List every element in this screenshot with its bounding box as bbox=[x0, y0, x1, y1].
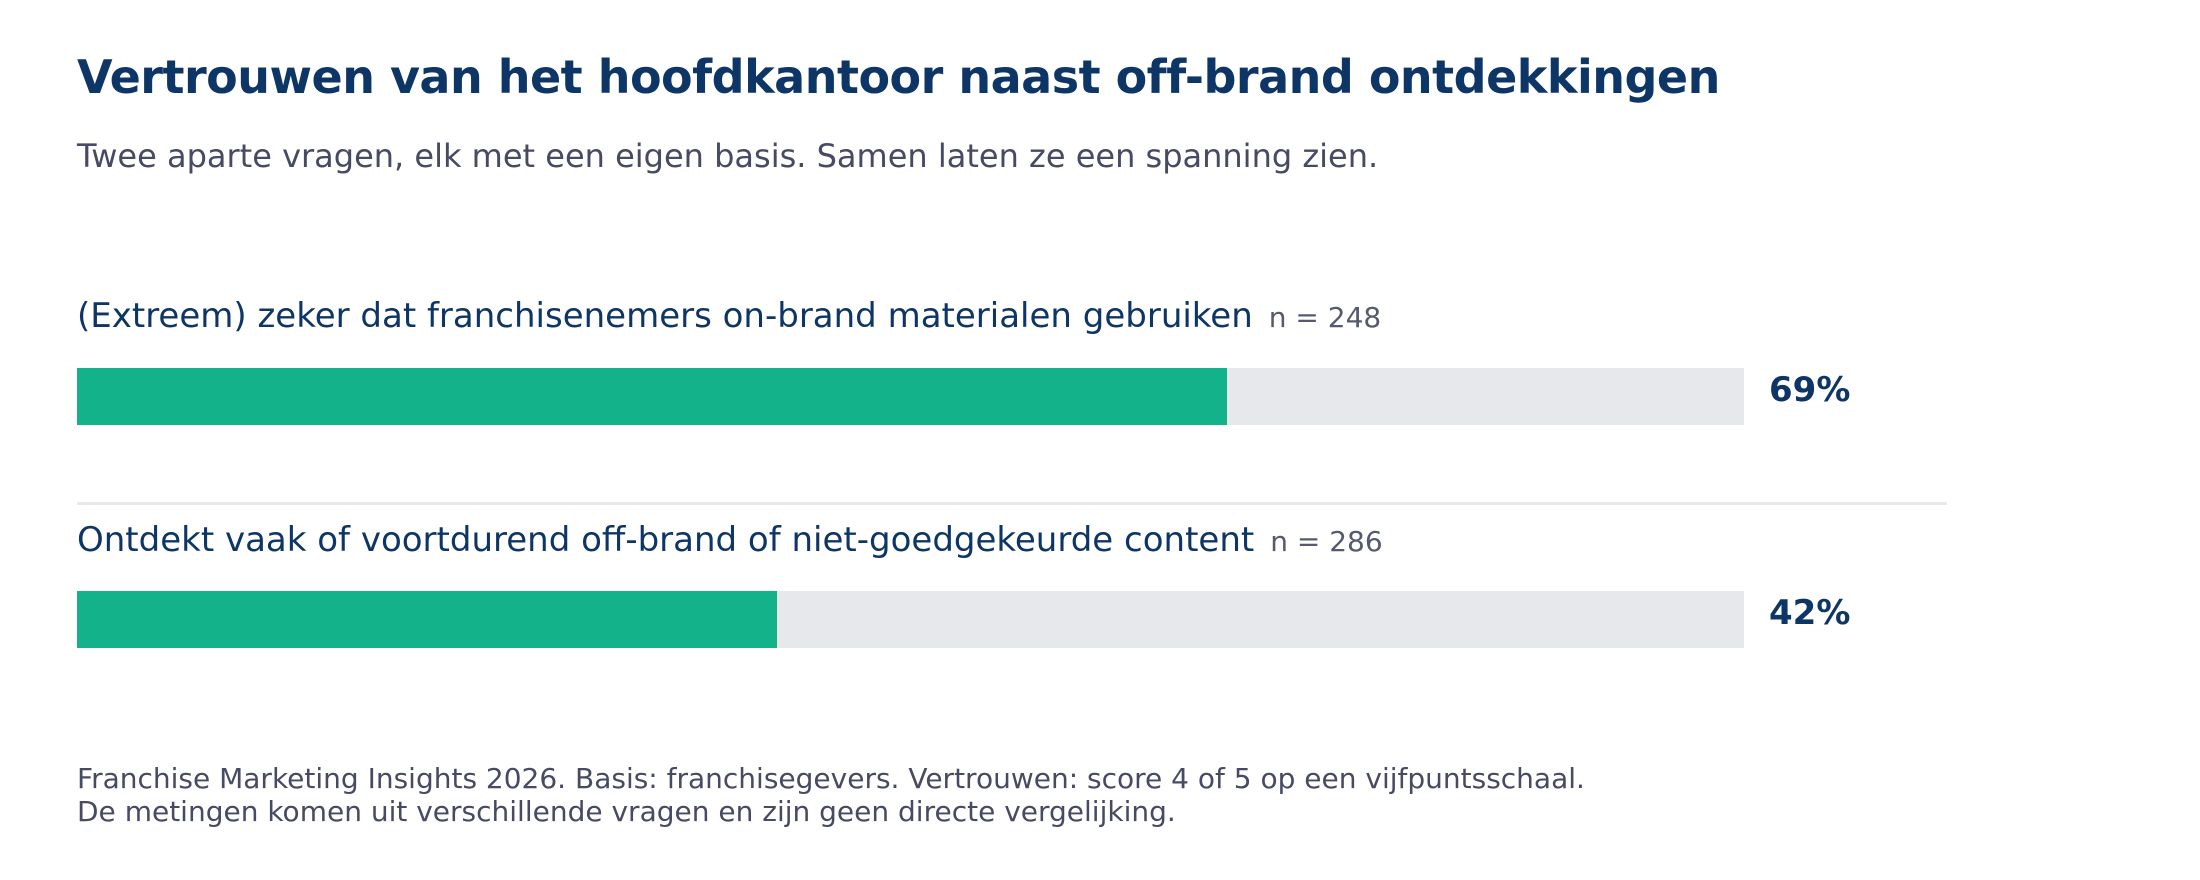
bar-value-label: 42% bbox=[1769, 593, 1851, 633]
bar-track bbox=[77, 368, 1744, 425]
sample-size-label: n = 248 bbox=[1268, 301, 1382, 334]
footnote-caveat: De metingen komen uit verschillende vrag… bbox=[77, 795, 1176, 828]
bar-track bbox=[77, 591, 1744, 648]
bar-fill bbox=[77, 368, 1228, 425]
footnote-source: Franchise Marketing Insights 2026. Basis… bbox=[77, 762, 1585, 795]
chart-title: Vertrouwen van het hoofdkantoor naast of… bbox=[77, 50, 1720, 104]
bar-label-off-brand-discovery: Ontdekt vaak of voortdurend off-brand of… bbox=[77, 520, 1383, 560]
bar-label-text: Ontdekt vaak of voortdurend off-brand of… bbox=[77, 520, 1255, 560]
bar-value-label: 69% bbox=[1769, 370, 1851, 410]
bar-label-on-brand-confidence: (Extreem) zeker dat franchisenemers on-b… bbox=[77, 296, 1381, 336]
row-divider bbox=[77, 502, 1947, 505]
chart-subtitle: Twee aparte vragen, elk met een eigen ba… bbox=[77, 137, 1379, 175]
bar-label-text: (Extreem) zeker dat franchisenemers on-b… bbox=[77, 296, 1253, 336]
sample-size-label: n = 286 bbox=[1270, 525, 1383, 558]
bar-fill bbox=[77, 591, 778, 648]
